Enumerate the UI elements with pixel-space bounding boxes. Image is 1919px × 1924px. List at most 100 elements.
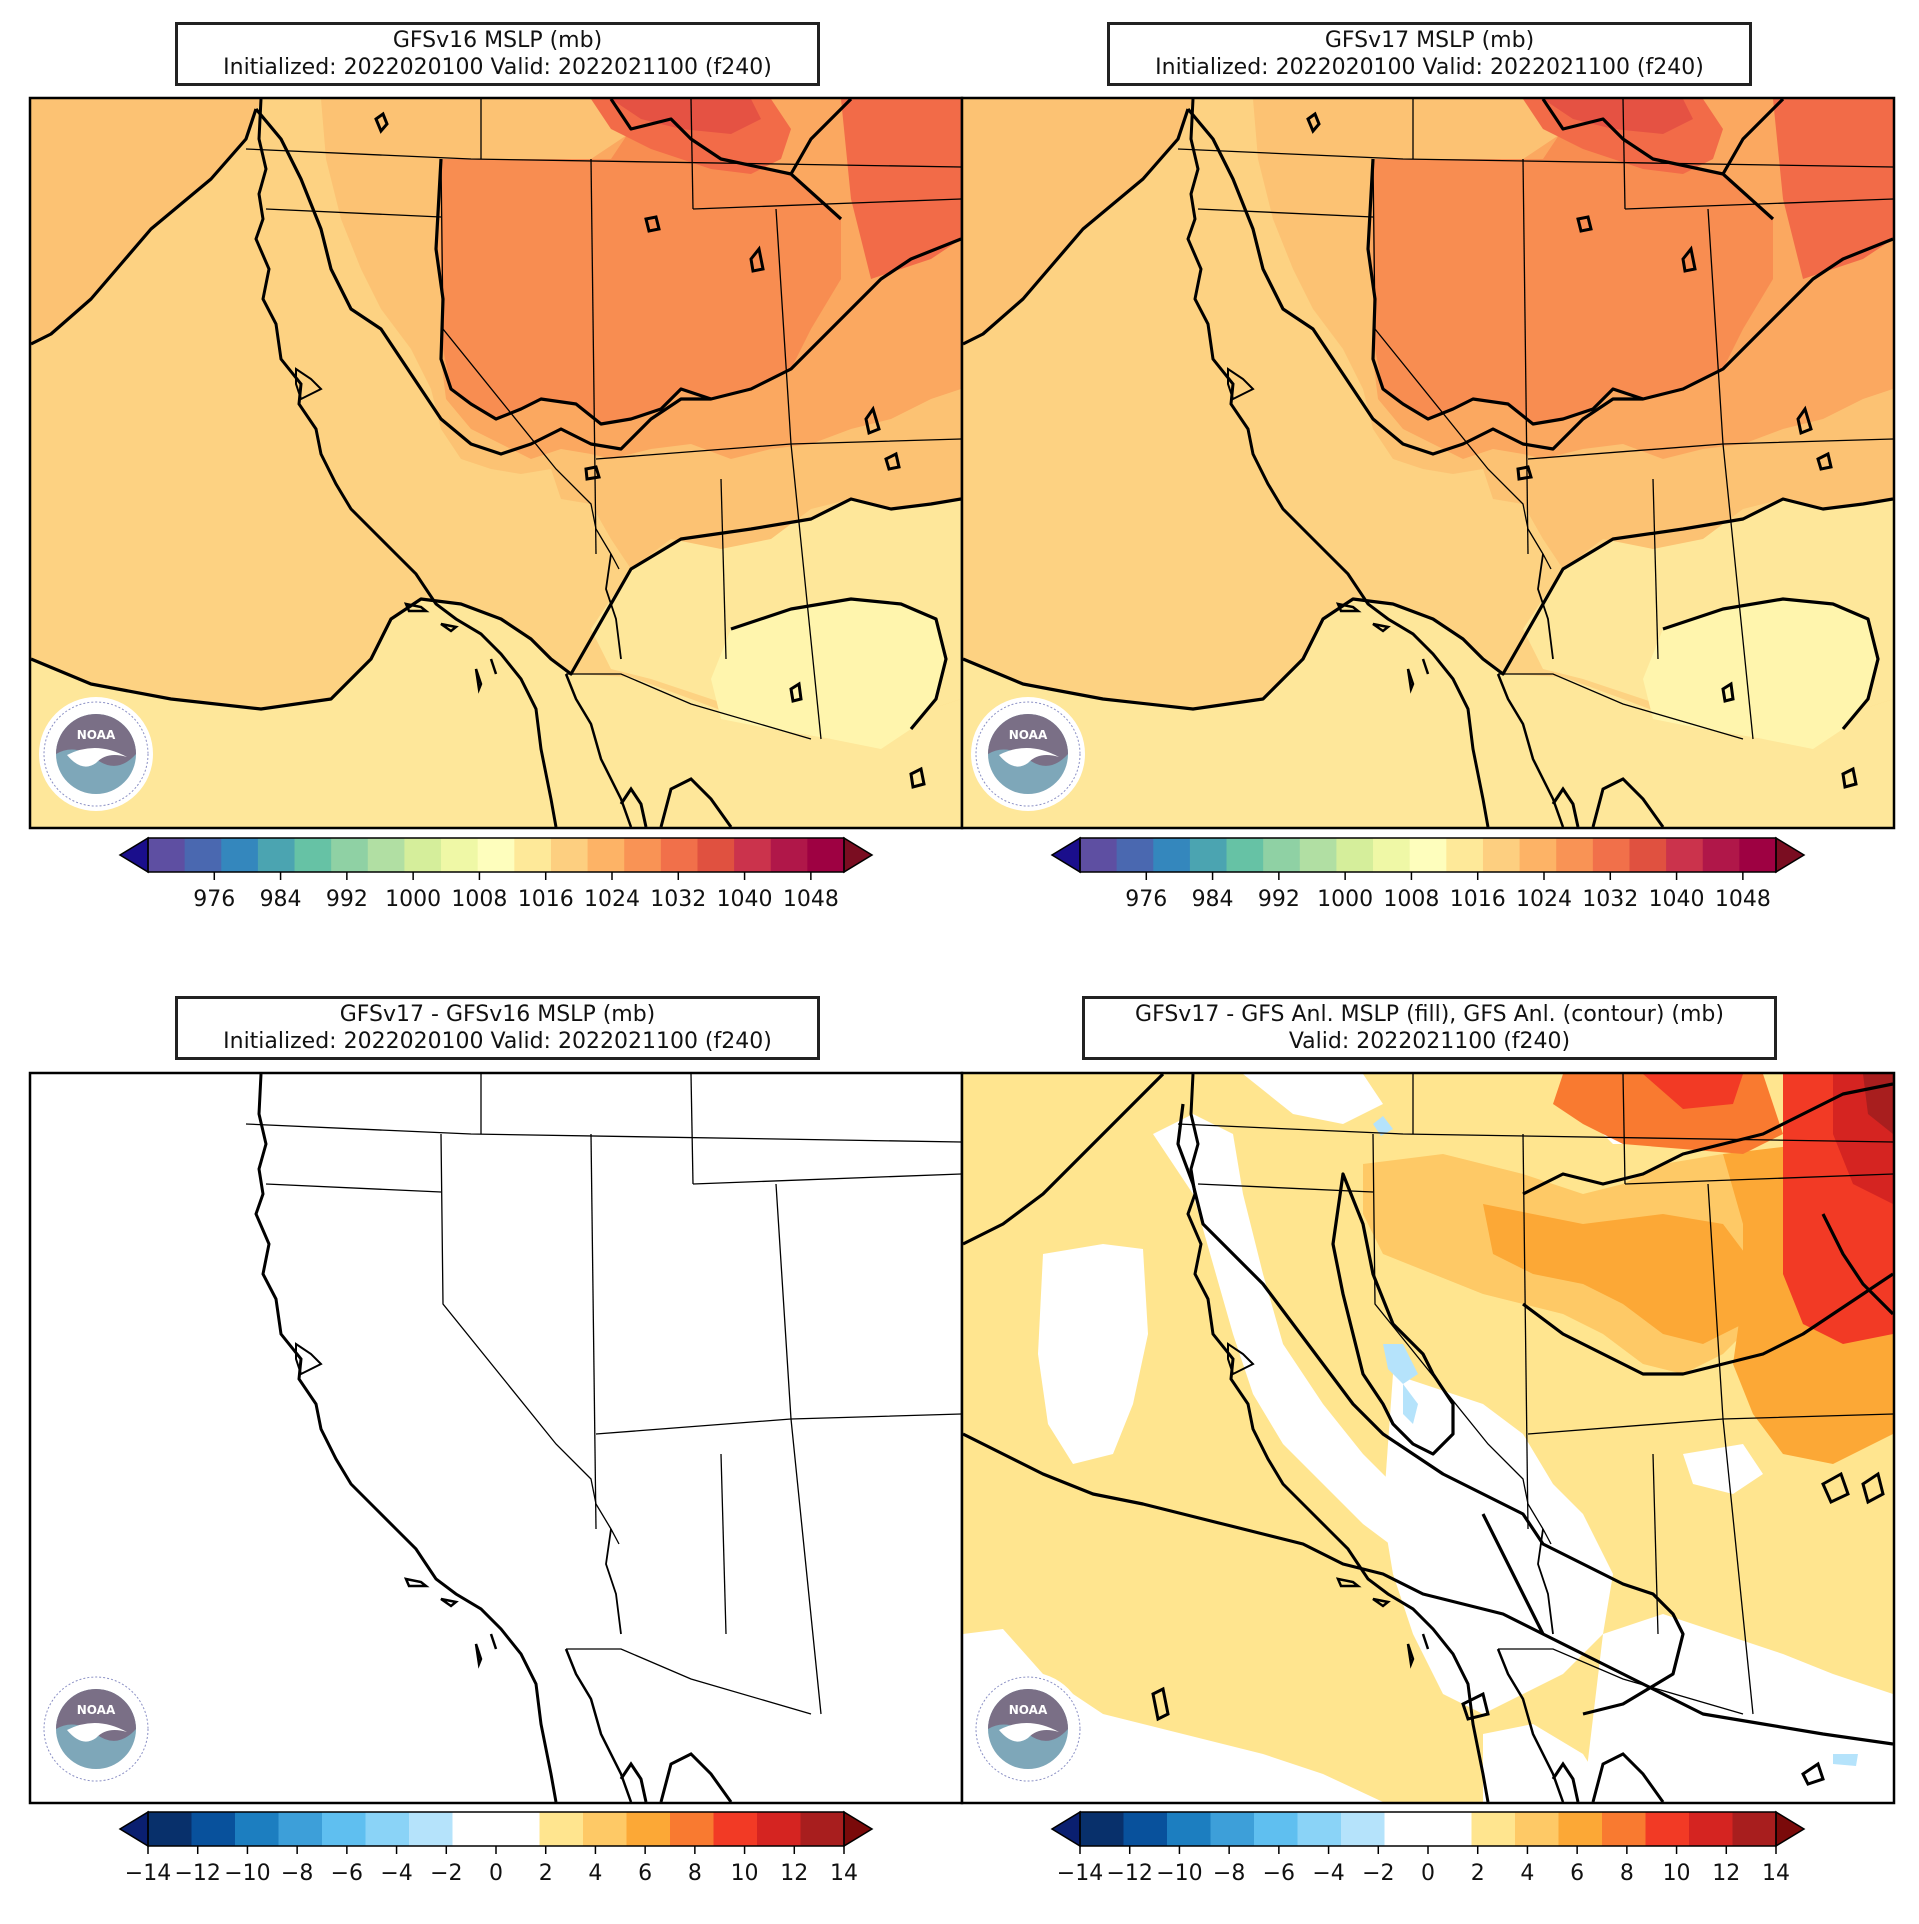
colorbar-tick-label: 2	[539, 1861, 553, 1886]
noaa-logo-icon	[38, 1671, 154, 1787]
colorbar-swatch	[1210, 1812, 1255, 1846]
colorbar-over-arrow	[843, 1810, 874, 1848]
colorbar-over-arrow	[843, 836, 874, 874]
colorbar-swatch	[1409, 838, 1447, 872]
colorbar-tick-label: 14	[830, 1861, 858, 1886]
panel-title-line2: Initialized: 2022020100 Valid: 202202110…	[223, 55, 772, 80]
colorbar-swatch	[1446, 838, 1484, 872]
colorbar-swatch	[1080, 838, 1118, 872]
map-panel-top-left	[28, 96, 964, 830]
colorbar-swatch	[1341, 1812, 1385, 1846]
colorbar-tick-label: 1032	[650, 887, 706, 912]
colorbar-swatch	[1645, 1812, 1690, 1846]
colorbar-tick-label: 984	[1192, 887, 1234, 912]
colorbar-tick-label: 12	[1712, 1861, 1740, 1886]
colorbar-tick-label: −4	[1312, 1861, 1344, 1886]
colorbar-top-right: 976 984 992 1000 1008 1016 1024 1032 1040 1048	[1050, 836, 1806, 912]
colorbar-swatch	[1689, 1812, 1733, 1846]
colorbar-tick-label: 10	[731, 1861, 759, 1886]
colorbar-swatch	[367, 838, 405, 872]
colorbar-swatch	[1471, 1812, 1516, 1846]
colorbar-swatch	[757, 1812, 801, 1846]
colorbar-under-arrow	[1050, 1810, 1081, 1848]
colorbar-swatch	[409, 1812, 453, 1846]
panel-title-bottom-right: GFSv17 - GFS Anl. MSLP (fill), GFS Anl. …	[1082, 996, 1777, 1060]
colorbar-bottom-right: −14 −12 −10 −8 −6 −4 −2 0 2 4 6 8 10 12 14	[1050, 1810, 1806, 1886]
colorbar-tick-label: 1040	[1649, 887, 1705, 912]
colorbar-tick-label: 1032	[1582, 887, 1638, 912]
noaa-logo-icon	[38, 696, 154, 812]
colorbar-swatch	[404, 838, 442, 872]
colorbar-tick-label: −14	[1057, 1861, 1103, 1886]
panel-title-line1: GFSv17 MSLP (mb)	[1324, 28, 1535, 53]
colorbar-tick-label: −6	[331, 1861, 363, 1886]
colorbar-swatch	[1556, 838, 1594, 872]
colorbar-tick-label: 1008	[451, 887, 507, 912]
colorbar-tick-label: 976	[1125, 887, 1167, 912]
colorbar-under-arrow	[118, 836, 149, 874]
panel-title-line1: GFSv16 MSLP (mb)	[392, 28, 603, 53]
colorbar-swatch	[1263, 838, 1301, 872]
colorbar-swatch	[1299, 838, 1337, 872]
colorbar-swatch	[626, 1812, 671, 1846]
colorbar-swatch	[1629, 838, 1667, 872]
colorbar-swatch	[322, 1812, 366, 1846]
colorbar-over-arrow	[1775, 836, 1806, 874]
colorbar-tick-label: 984	[260, 887, 302, 912]
colorbar-swatch	[1519, 838, 1557, 872]
colorbar-swatch	[660, 838, 698, 872]
colorbar-swatch	[587, 838, 625, 872]
colorbar-swatch	[441, 838, 479, 872]
colorbar-swatch	[1373, 838, 1411, 872]
colorbar-swatch	[331, 838, 369, 872]
panel-title-line1: GFSv17 - GFSv16 MSLP (mb)	[339, 1002, 656, 1027]
colorbar-swatch	[235, 1812, 279, 1846]
colorbar-swatch	[1116, 838, 1154, 872]
colorbar-tick-label: −2	[1362, 1861, 1394, 1886]
map-panel-bottom-right	[960, 1071, 1896, 1805]
colorbar-tick-label: 8	[688, 1861, 702, 1886]
colorbar-swatch	[1384, 1812, 1429, 1846]
colorbar-swatch	[294, 838, 332, 872]
colorbar-tick-label: 4	[1520, 1861, 1534, 1886]
colorbar-swatch	[1189, 838, 1228, 872]
colorbar-tick-label: 1008	[1383, 887, 1439, 912]
colorbar-tick-label: 6	[1570, 1861, 1584, 1886]
panel-title-line2: Valid: 2022021100 (f240)	[1288, 1029, 1571, 1054]
panel-title-line2: Initialized: 2022020100 Valid: 202202110…	[1155, 55, 1704, 80]
colorbar-swatch	[1732, 1812, 1777, 1846]
colorbar-swatch	[1592, 838, 1630, 872]
colorbar-swatch	[550, 838, 589, 872]
panel-title-bottom-left: GFSv17 - GFSv16 MSLP (mb) Initialized: 20…	[175, 996, 820, 1060]
colorbar-swatch	[278, 1812, 323, 1846]
colorbar-swatch	[697, 838, 735, 872]
colorbar-swatch	[1702, 838, 1740, 872]
colorbar-tick-label: −6	[1263, 1861, 1295, 1886]
colorbar-swatch	[148, 1812, 192, 1846]
colorbar-tick-label: 0	[489, 1861, 503, 1886]
colorbar-swatch	[1666, 838, 1704, 872]
colorbar-tick-label: 12	[780, 1861, 808, 1886]
colorbar-swatch	[148, 838, 186, 872]
colorbar-under-arrow	[1050, 836, 1081, 874]
colorbar-swatch	[800, 1812, 845, 1846]
colorbar-swatch	[221, 838, 259, 872]
noaa-logo-icon	[970, 696, 1086, 812]
colorbar-swatch	[1515, 1812, 1559, 1846]
colorbar-tick-label: 10	[1663, 1861, 1691, 1886]
colorbar-swatch	[496, 1812, 540, 1846]
colorbar-tick-label: 1016	[518, 887, 574, 912]
colorbar-tick-label: 6	[638, 1861, 652, 1886]
map-panel-top-right	[960, 96, 1896, 830]
colorbar-swatch	[1123, 1812, 1168, 1846]
panel-title-line2: Initialized: 2022020100 Valid: 202202110…	[223, 1029, 772, 1054]
colorbar-tick-label: −8	[1213, 1861, 1245, 1886]
colorbar-tick-label: 1024	[584, 887, 640, 912]
colorbar-swatch	[1153, 838, 1191, 872]
colorbar-swatch	[1080, 1812, 1124, 1846]
colorbar-swatch	[1602, 1812, 1646, 1846]
colorbar-swatch	[452, 1812, 497, 1846]
colorbar-under-arrow	[118, 1810, 149, 1848]
colorbar-tick-label: 1016	[1450, 887, 1506, 912]
